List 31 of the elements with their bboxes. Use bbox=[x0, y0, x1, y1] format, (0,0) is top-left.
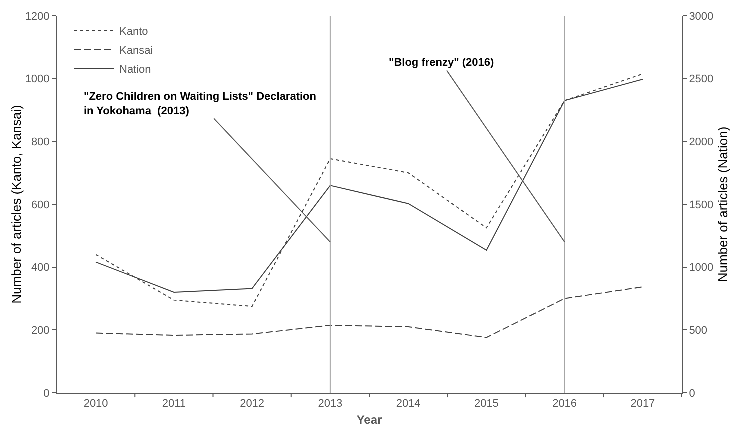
x-tick-label: 2010 bbox=[84, 398, 108, 410]
legend-label: Kanto bbox=[120, 26, 148, 38]
x-tick-label: 2012 bbox=[240, 398, 265, 410]
annotation: "Blog frenzy" (2016) bbox=[389, 57, 495, 69]
y-tick-label: 800 bbox=[31, 136, 50, 149]
x-tick-label: 2014 bbox=[396, 398, 421, 410]
y2-axis-title: Number of articles (Nation) bbox=[716, 126, 731, 282]
legend-label: Nation bbox=[120, 64, 152, 76]
y-tick-label: 1200 bbox=[25, 10, 50, 23]
x-tick-label: 2016 bbox=[552, 398, 578, 410]
y2-tick-label: 3000 bbox=[689, 10, 714, 23]
y-tick-label: 400 bbox=[31, 262, 50, 274]
y-tick-label: 0 bbox=[44, 388, 50, 400]
y-tick-label: 600 bbox=[31, 199, 50, 212]
y2-tick-label: 1000 bbox=[689, 262, 714, 274]
line-series bbox=[96, 286, 644, 338]
y2-tick-label: 0 bbox=[689, 388, 696, 400]
y-axis-title: Number of articles (Kanto, Kansai) bbox=[9, 105, 24, 304]
x-tick-label: 2015 bbox=[474, 398, 499, 410]
y2-tick-label: 2000 bbox=[689, 136, 714, 149]
x-tick-label: 2011 bbox=[162, 398, 186, 410]
x-axis-title: Year bbox=[356, 413, 383, 428]
y2-tick-label: 2500 bbox=[689, 74, 714, 86]
x-tick-label: 2017 bbox=[630, 398, 656, 410]
y-tick-label: 200 bbox=[31, 325, 50, 338]
y-tick-label: 1000 bbox=[25, 74, 50, 86]
annotation: "Zero Children on Waiting Lists" Declaration in Yokohama (2013) bbox=[84, 91, 317, 118]
y2-tick-label: 500 bbox=[689, 325, 708, 338]
x-tick-label: 2013 bbox=[318, 398, 343, 410]
y2-tick-label: 1500 bbox=[689, 199, 714, 212]
legend-label: Kansai bbox=[120, 44, 154, 57]
